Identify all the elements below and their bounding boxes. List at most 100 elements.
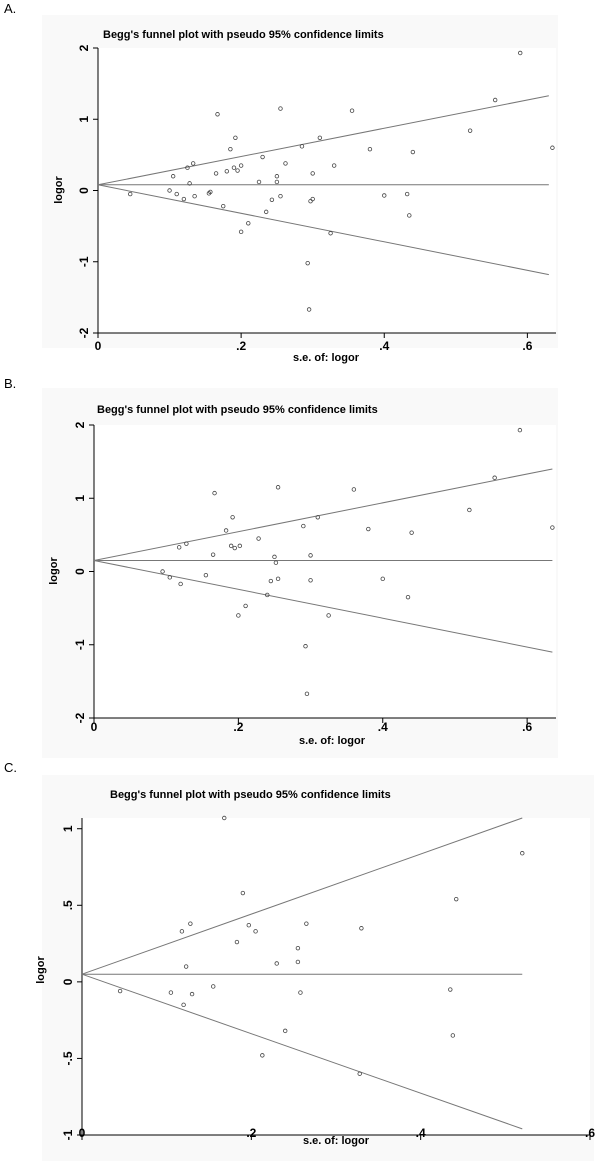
study-point [349,108,355,113]
study-point [306,307,312,312]
study-point [213,171,219,176]
study-point [260,154,265,160]
study-point [274,174,280,179]
study-point [184,541,189,546]
study-point [304,691,310,697]
study-point [410,149,416,155]
study-point [223,528,229,533]
study-point [234,939,240,945]
study-point [231,165,237,170]
study-point [492,475,497,480]
study-point [238,163,244,168]
study-point [283,1028,288,1034]
x-tick-label: 0 [79,1126,86,1140]
study-point [404,191,410,197]
study-point [328,231,333,236]
study-point [185,165,190,170]
study-point [260,1053,265,1058]
x-tick-label: .4 [416,1126,426,1140]
study-point [238,229,244,235]
study-point [235,168,240,173]
plot-area [98,48,556,333]
study-point [450,1033,456,1038]
study-point [409,530,414,535]
study-point [448,987,453,992]
panel-b: B. Begg's funnel plot with pseudo 95% co… [0,370,600,770]
lower-confidence-limit [97,184,549,276]
study-point [295,945,301,951]
study-point [253,929,258,934]
study-point [454,896,459,902]
panel-a: A. Begg's funnel plot with pseudo 95% co… [0,0,600,380]
study-point [183,964,189,969]
study-point [315,515,320,520]
study-point [188,921,193,926]
study-point [243,603,248,609]
study-point [210,552,216,557]
study-point [256,536,261,541]
y-tick-label: 1 [77,116,91,123]
x-tick-label: .6 [585,1126,595,1140]
study-point [233,135,238,140]
x-tick-label: .4 [378,720,388,734]
study-point [275,485,281,490]
study-point [221,203,226,209]
study-point [181,196,187,202]
y-tick-label: -.5 [61,1051,75,1065]
study-point [212,490,217,496]
y-tick-label: 0 [73,568,87,575]
study-point [176,545,182,550]
x-tick-label: .2 [236,339,246,353]
upper-confidence-limit [97,95,549,186]
x-tick-label: 0 [91,720,98,734]
study-point [203,572,209,578]
y-axis-label: logor [35,956,47,984]
x-axis-label: s.e. of: logor [299,735,366,747]
study-point [187,181,192,186]
study-point [237,543,243,549]
study-point [160,569,165,574]
study-point [308,578,313,583]
study-point [278,106,283,111]
study-point [317,135,323,140]
y-tick-label: 0 [61,978,75,985]
x-tick-label: .2 [246,1126,256,1140]
y-tick-label: 2 [73,421,87,428]
study-point [492,97,498,103]
study-point [273,560,279,565]
chart-title: Begg's funnel plot with pseudo 95% confi… [103,29,384,41]
y-tick-label: -2 [73,712,87,723]
study-point [256,179,262,185]
panel-label-a: A. [4,1,17,16]
study-point [211,984,216,989]
study-point [278,193,283,199]
study-point [380,576,385,582]
x-axis-label: s.e. of: logor [293,352,360,364]
study-point [550,525,555,530]
x-tick-label: .4 [379,339,389,353]
study-point [174,191,179,197]
chart-title: Begg's funnel plot with pseudo 95% confi… [97,404,378,416]
plot-area [82,818,590,1135]
y-tick-label: .5 [61,900,75,910]
study-point [331,163,337,168]
study-point [178,581,183,587]
study-point [274,961,279,966]
study-point [167,575,172,580]
study-point [269,197,275,202]
study-point [303,644,308,649]
study-point [359,926,364,931]
y-tick-label: 1 [61,825,75,832]
study-point [170,174,176,179]
upper-confidence-limit [81,817,523,975]
study-point [310,196,315,202]
x-axis-label: s.e. of: logor [303,1135,370,1147]
study-point [275,576,281,582]
study-point [222,815,227,821]
study-point [274,179,280,185]
y-tick-label: 2 [77,44,91,51]
chart-title: Begg's funnel plot with pseudo 95% confi… [110,789,391,801]
study-point [405,594,411,600]
study-point [189,991,195,997]
study-point [128,191,133,197]
